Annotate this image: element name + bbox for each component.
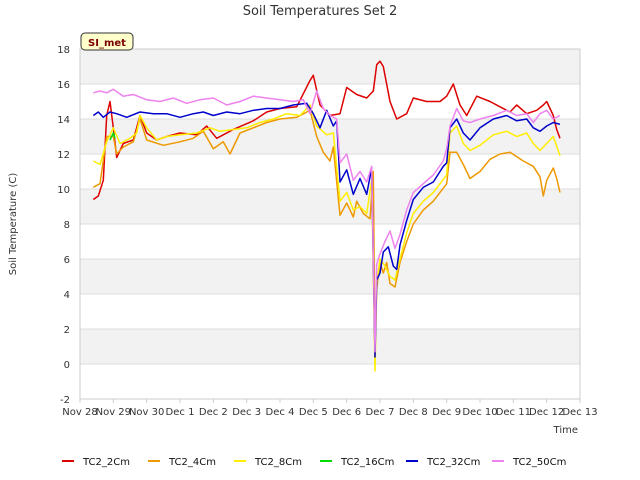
plot-band: [80, 189, 580, 224]
x-tick-label: Dec 7: [366, 407, 395, 418]
plot-band: [80, 49, 580, 84]
series-line-tc2-8cm: [92, 104, 561, 372]
y-tick-label: 4: [64, 290, 70, 301]
plot-background-bands: [80, 49, 580, 399]
x-tick-label: Dec 9: [432, 407, 461, 418]
x-axis-label: Time: [553, 425, 578, 436]
legend-label: TC2_2Cm: [82, 457, 130, 468]
plot-band: [80, 224, 580, 259]
legend: TC2_2Cm TC2_4Cm TC2_8Cm TC2_16Cm TC2_32Cm TC2…: [62, 457, 566, 468]
plot-band: [80, 364, 580, 399]
legend-label: TC2_4Cm: [168, 457, 216, 468]
x-tick-label: Nov 29: [96, 407, 131, 418]
plot-band: [80, 329, 580, 364]
series-lines: [92, 60, 561, 372]
x-tick-label: Dec 2: [199, 407, 228, 418]
y-tick-label: 12: [57, 150, 70, 161]
plot-band: [80, 259, 580, 294]
y-tick-label: 18: [57, 45, 70, 56]
y-tick-label: 10: [57, 185, 70, 196]
series-line-tc2-50cm: [93, 88, 561, 353]
series-line-tc2-32cm: [92, 102, 561, 358]
x-tick-label: Dec 8: [399, 407, 428, 418]
legend-label: TC2_32Cm: [426, 457, 480, 468]
x-tick-label: Dec 10: [462, 407, 497, 418]
x-tick-label: Dec 12: [529, 407, 564, 418]
series-line-tc2-4cm: [92, 109, 561, 357]
legend-label: TC2_50Cm: [512, 457, 566, 468]
y-tick-label: 0: [64, 360, 70, 371]
legend-label: TC2_16Cm: [340, 457, 394, 468]
chart-title: Soil Temperatures Set 2: [243, 4, 398, 19]
plot-band: [80, 119, 580, 154]
series-line-tc2-16cm: [109, 132, 116, 141]
x-tick-label: Dec 4: [266, 407, 295, 418]
x-tick-label: Dec 3: [232, 407, 261, 418]
plot-band: [80, 294, 580, 329]
si-met-badge: SI_met: [80, 32, 134, 51]
x-tick-label: Dec 6: [332, 407, 361, 418]
x-tick-label: Nov 30: [129, 407, 164, 418]
y-tick-label: 16: [57, 80, 70, 91]
x-tick-label: Dec 1: [166, 407, 195, 418]
plot-area-border: [79, 48, 581, 400]
y-axis-label: Soil Temperature (C): [8, 173, 19, 276]
y-axis: -2 0 2 4 6 8 10 12 14 16 18: [57, 45, 70, 406]
legend-label: TC2_8Cm: [254, 457, 302, 468]
y-tick-label: -2: [60, 395, 70, 406]
x-tick-label: Dec 13: [562, 407, 597, 418]
x-tick-label: Dec 11: [496, 407, 531, 418]
x-tick-label: Nov 28: [62, 407, 97, 418]
si-met-badge-box: [80, 32, 134, 51]
x-tick-label: Dec 5: [299, 407, 328, 418]
y-tick-label: 14: [57, 115, 70, 126]
y-tick-label: 6: [64, 255, 70, 266]
y-tick-label: 2: [64, 325, 70, 336]
y-tick-label: 8: [64, 220, 70, 231]
si-met-badge-label: SI_met: [88, 38, 126, 49]
